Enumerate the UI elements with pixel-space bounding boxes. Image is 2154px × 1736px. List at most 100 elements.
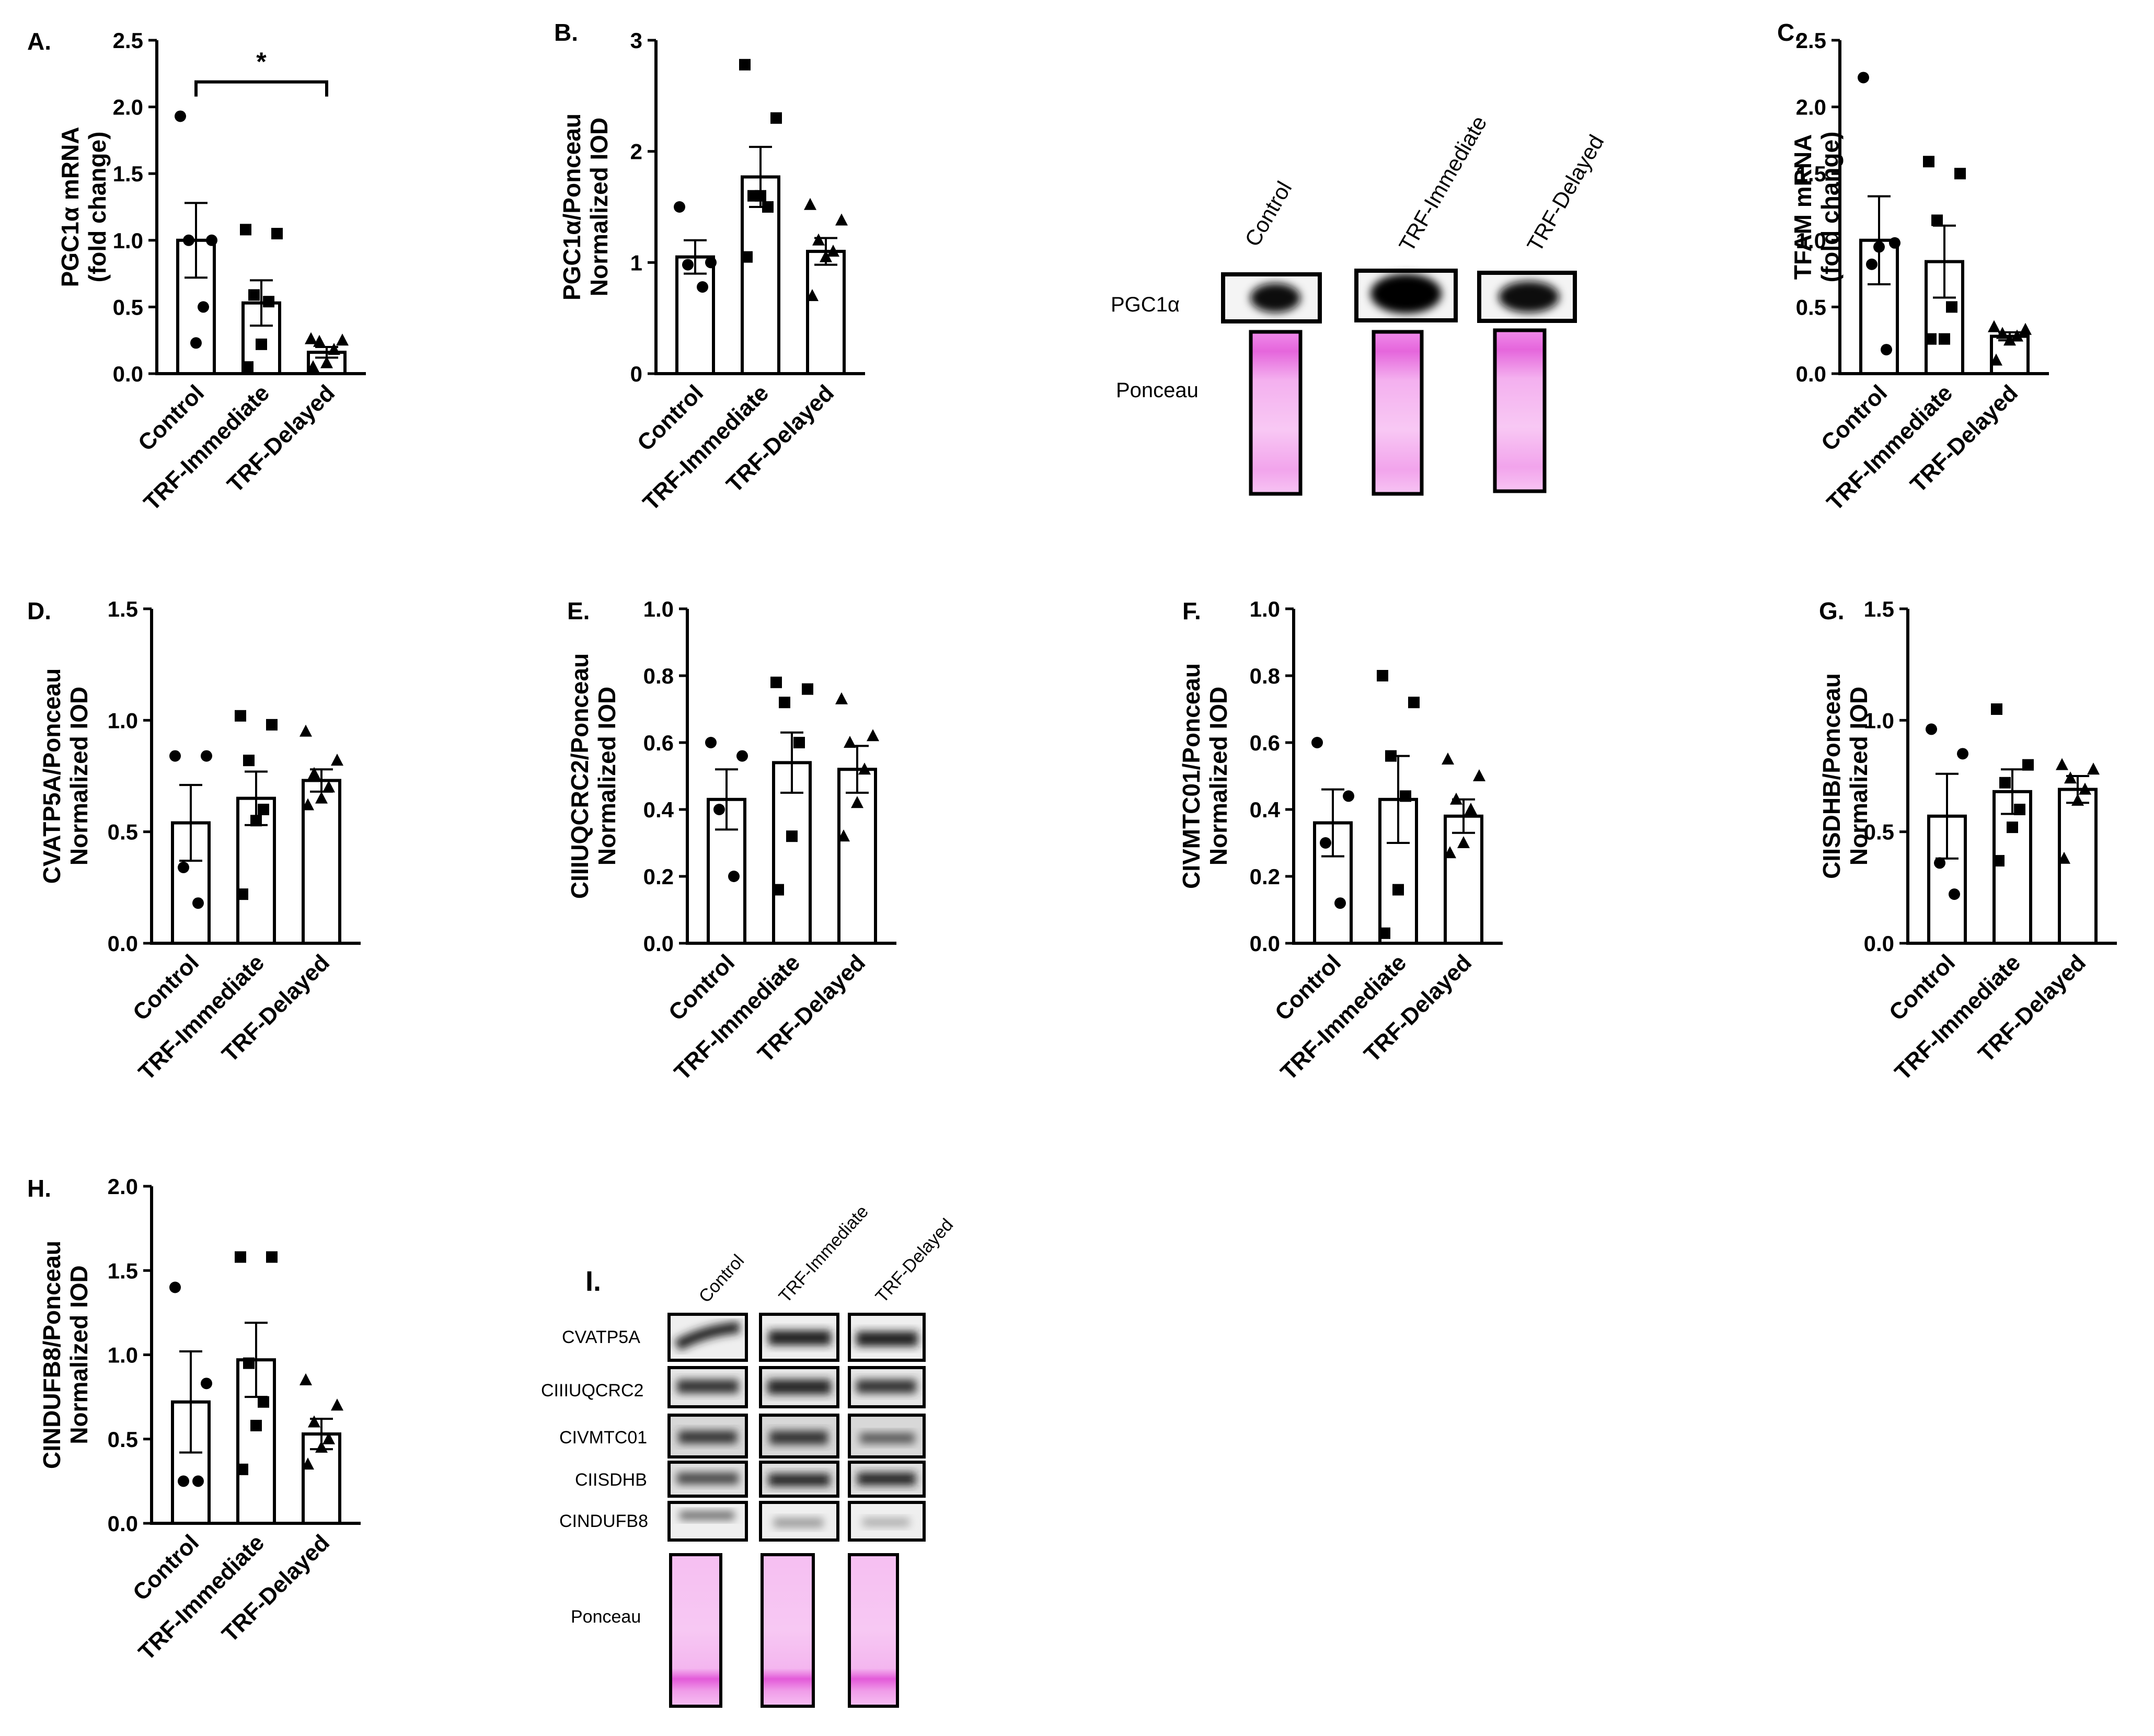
point-2-5 bbox=[2058, 851, 2070, 864]
point-2-3 bbox=[2011, 329, 2023, 342]
point-1-5 bbox=[741, 251, 753, 263]
panel-a-chart: A. PGC1α mRNA (fold change) 0.0 0.5 1.0 1.5 2.0… bbox=[27, 28, 366, 516]
point-1-1 bbox=[802, 683, 813, 695]
point-0-0 bbox=[175, 110, 186, 122]
blot2-row-label-civmtc01: CIVMTC01 bbox=[559, 1428, 647, 1448]
y-tick-label: 0.2 bbox=[643, 864, 674, 889]
point-1-2 bbox=[1931, 214, 1943, 226]
y-tick-label: 0.0 bbox=[643, 931, 674, 956]
point-2-0 bbox=[300, 724, 312, 737]
point-1-1 bbox=[1408, 697, 1420, 709]
y-tick-label: 0.5 bbox=[108, 820, 138, 844]
blot2-lane-label-control: Control bbox=[695, 1251, 748, 1306]
point-1-1 bbox=[271, 228, 283, 240]
y-axis-label-line1: CVATP5A/Ponceau bbox=[38, 668, 65, 884]
point-2-4 bbox=[2071, 793, 2084, 806]
blot1-lane-label-trf-delayed: TRF-Delayed bbox=[1522, 131, 1609, 256]
point-2-2 bbox=[812, 233, 825, 246]
y-tick-label: 3 bbox=[630, 28, 642, 53]
y-tick-label: 2.0 bbox=[1796, 95, 1826, 120]
y-tick-label: 2.5 bbox=[113, 28, 143, 53]
y-axis-label-line1: CIIIUQCRC2/Ponceau bbox=[566, 653, 593, 899]
point-0-1 bbox=[705, 257, 717, 269]
point-1-1 bbox=[266, 1251, 278, 1263]
blot1-row-label-pgc1a: PGC1α bbox=[1111, 293, 1180, 316]
panel-label: C. bbox=[1777, 19, 1801, 46]
point-2-3 bbox=[328, 343, 340, 355]
point-0-1 bbox=[201, 750, 212, 762]
blot1-row-label-ponceau: Ponceau bbox=[1116, 379, 1199, 402]
y-tick-label: 0.4 bbox=[643, 797, 674, 822]
point-2-0 bbox=[804, 198, 816, 210]
blot2-cindufb8-control bbox=[667, 1501, 748, 1542]
point-1-5 bbox=[237, 888, 248, 900]
point-0-3 bbox=[198, 301, 209, 313]
point-1-2 bbox=[243, 755, 255, 767]
y-tick-label: 0.4 bbox=[1250, 797, 1281, 822]
point-1-1 bbox=[1954, 168, 1966, 180]
point-1-3 bbox=[1400, 790, 1411, 802]
point-0-0 bbox=[674, 201, 685, 213]
y-tick-label: 0.5 bbox=[1796, 295, 1826, 319]
y-tick-label: 0.5 bbox=[113, 295, 143, 319]
point-0-0 bbox=[169, 750, 181, 762]
bar-2 bbox=[1444, 814, 1483, 945]
y-tick-label: 2.0 bbox=[113, 95, 143, 120]
point-2-2 bbox=[1450, 792, 1462, 805]
point-2-0 bbox=[305, 332, 317, 344]
point-2-2 bbox=[844, 736, 856, 748]
point-1-5 bbox=[237, 1463, 248, 1475]
y-tick-label: 0.2 bbox=[1250, 864, 1280, 889]
point-2-1 bbox=[835, 213, 848, 226]
point-2-1 bbox=[867, 729, 879, 742]
point-0-2 bbox=[178, 1475, 189, 1487]
point-1-0 bbox=[240, 224, 251, 236]
point-2-0 bbox=[300, 1373, 312, 1385]
y-tick-label: 0.8 bbox=[643, 664, 674, 688]
blot2-lane-label-trf-immediate: TRF-Immediate bbox=[775, 1201, 872, 1306]
point-0-3 bbox=[1881, 344, 1892, 356]
y-tick-label: 0.6 bbox=[643, 731, 674, 755]
oxphos-western-blot: I. Control TRF-Immediate TRF-Delayed CVA… bbox=[541, 1201, 958, 1708]
bar-1 bbox=[1992, 790, 2032, 945]
point-2-1 bbox=[1473, 769, 1485, 781]
point-2-3 bbox=[2079, 782, 2091, 795]
y-tick-label: 2.5 bbox=[1796, 28, 1826, 53]
blot2-row-label-cvatp5a: CVATP5A bbox=[562, 1327, 640, 1347]
point-1-2 bbox=[1999, 777, 2011, 789]
point-1-2 bbox=[1385, 750, 1397, 762]
y-axis-label-line2: Normalized IOD bbox=[1205, 687, 1232, 866]
point-0-4 bbox=[1873, 241, 1885, 253]
y-tick-label: 0 bbox=[630, 362, 642, 386]
panel-d-chart: D. CVATP5A/Ponceau Normalized IOD 0.0 0.5 1.0… bbox=[27, 597, 361, 1085]
point-1-3 bbox=[258, 1396, 269, 1408]
point-2-5 bbox=[302, 798, 314, 811]
point-0-3 bbox=[1949, 888, 1960, 900]
point-0-2 bbox=[1866, 258, 1877, 270]
y-tick-label: 1.5 bbox=[1864, 597, 1894, 621]
y-tick-label: 0.0 bbox=[108, 931, 138, 956]
blot1-band-control bbox=[1250, 283, 1300, 313]
y-axis-label-line1: CIVMTC01/Ponceau bbox=[1178, 663, 1205, 889]
point-1-4 bbox=[786, 830, 798, 842]
panel-label: F. bbox=[1182, 597, 1201, 624]
point-2-4 bbox=[320, 356, 333, 368]
point-2-3 bbox=[322, 1432, 335, 1444]
point-2-2 bbox=[308, 767, 320, 779]
point-1-4 bbox=[1939, 333, 1950, 345]
point-0-2 bbox=[1320, 837, 1331, 849]
point-0-3 bbox=[697, 281, 708, 293]
point-1-0 bbox=[739, 59, 751, 71]
significance-bracket bbox=[194, 80, 328, 97]
point-0-2 bbox=[183, 234, 194, 246]
blot2-row-label-ponceau: Ponceau bbox=[571, 1607, 641, 1627]
blot2-ponceau-lane-trf-immediate bbox=[761, 1553, 815, 1708]
panel-h-chart: H. CINDUFB8/Ponceau Normalized IOD 0.0 0.5 1.… bbox=[27, 1174, 361, 1665]
point-2-4 bbox=[2003, 333, 2016, 346]
y-tick-label: 0.6 bbox=[1250, 731, 1280, 755]
point-2-3 bbox=[322, 780, 335, 793]
point-1-2 bbox=[779, 697, 790, 709]
blot2-lane-label-trf-delayed: TRF-Delayed bbox=[872, 1215, 958, 1307]
point-0-1 bbox=[1957, 748, 1968, 760]
point-2-5 bbox=[302, 1457, 314, 1470]
